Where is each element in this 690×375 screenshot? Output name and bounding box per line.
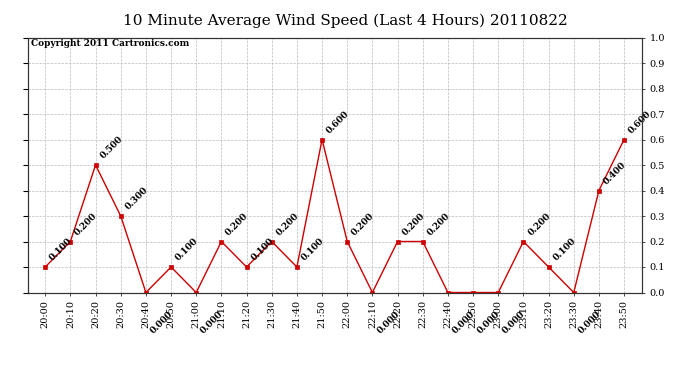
Text: 0.100: 0.100: [174, 237, 200, 263]
Text: 0.500: 0.500: [99, 135, 124, 161]
Text: 0.200: 0.200: [73, 211, 99, 237]
Text: 0.100: 0.100: [299, 237, 326, 263]
Text: 0.400: 0.400: [602, 160, 628, 186]
Text: 0.100: 0.100: [249, 237, 275, 263]
Text: 0.000: 0.000: [476, 309, 502, 335]
Text: 0.200: 0.200: [275, 211, 301, 237]
Text: 0.000: 0.000: [375, 309, 401, 335]
Text: 0.000: 0.000: [501, 309, 527, 335]
Text: 0.000: 0.000: [148, 309, 175, 335]
Text: 0.200: 0.200: [400, 211, 426, 237]
Text: 0.000: 0.000: [451, 309, 477, 335]
Text: 0.000: 0.000: [577, 309, 602, 335]
Text: 0.000: 0.000: [199, 309, 225, 335]
Text: 0.100: 0.100: [48, 237, 74, 263]
Text: 0.200: 0.200: [350, 211, 376, 237]
Text: 0.200: 0.200: [526, 211, 552, 237]
Text: 0.100: 0.100: [551, 237, 578, 263]
Text: 0.200: 0.200: [426, 211, 451, 237]
Text: 0.600: 0.600: [325, 109, 351, 135]
Text: 0.300: 0.300: [124, 186, 150, 212]
Text: 0.600: 0.600: [627, 109, 653, 135]
Text: Copyright 2011 Cartronics.com: Copyright 2011 Cartronics.com: [30, 39, 189, 48]
Text: 0.200: 0.200: [224, 211, 250, 237]
Text: 10 Minute Average Wind Speed (Last 4 Hours) 20110822: 10 Minute Average Wind Speed (Last 4 Hou…: [123, 13, 567, 27]
